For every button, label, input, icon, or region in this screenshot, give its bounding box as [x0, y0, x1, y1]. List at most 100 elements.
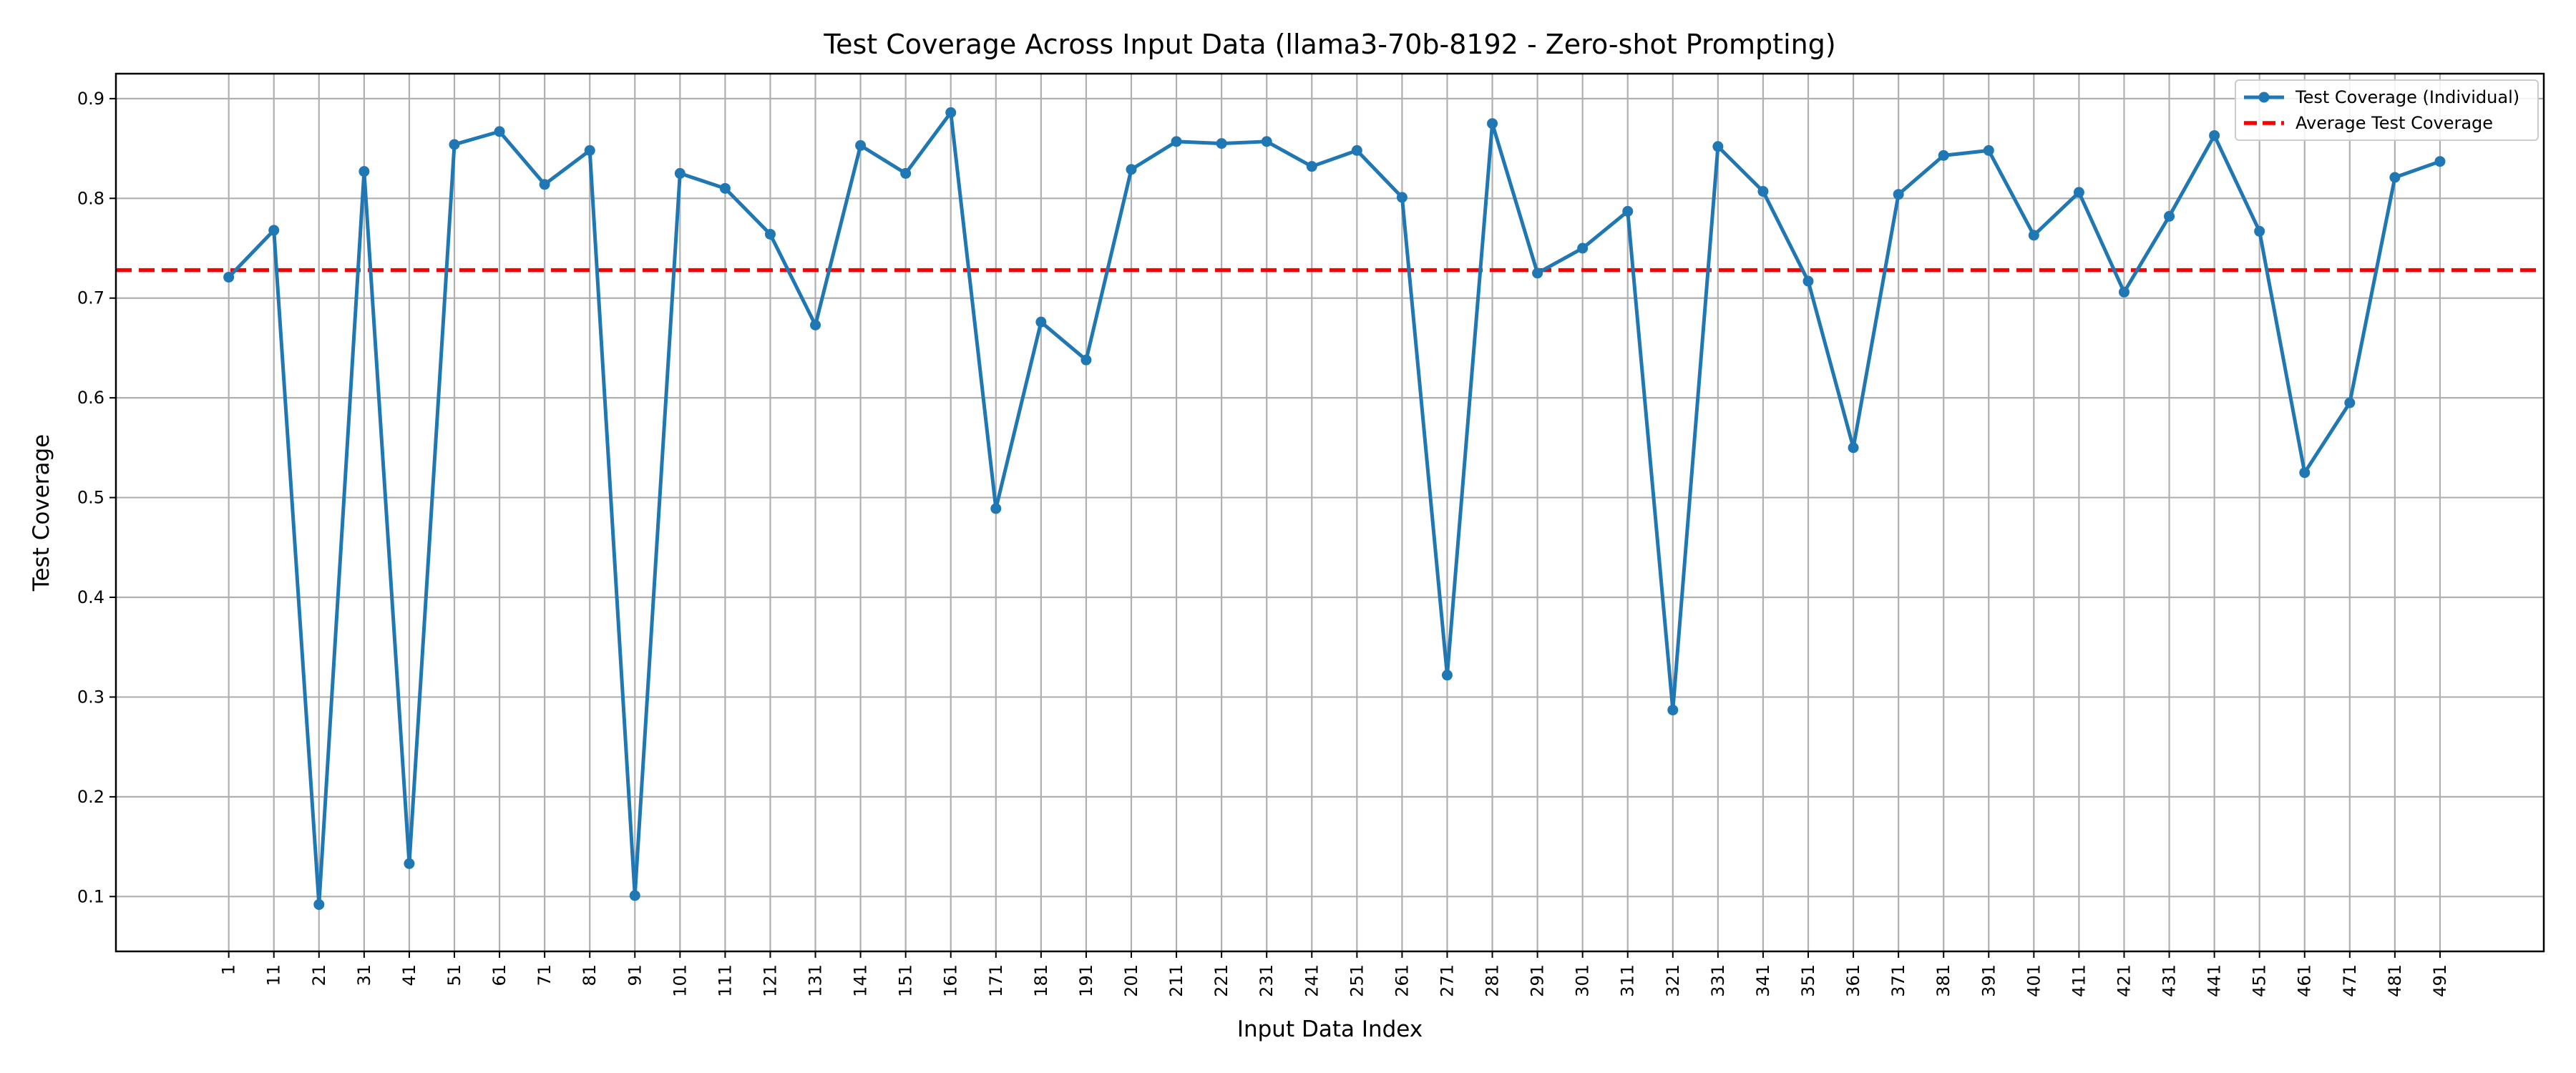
x-tick-label: 401: [2024, 964, 2044, 997]
x-tick-label: 291: [1528, 964, 1548, 997]
y-tick-label: 0.3: [77, 687, 104, 707]
x-tick-label: 171: [986, 964, 1006, 997]
test-coverage-point: [1126, 164, 1137, 175]
x-tick-label: 1: [219, 964, 239, 975]
test-coverage-point: [1487, 118, 1498, 129]
x-tick-label: 111: [715, 964, 735, 997]
test-coverage-point: [1712, 141, 1724, 152]
x-tick-label: 31: [354, 964, 374, 986]
test-coverage-point: [2389, 172, 2401, 183]
test-coverage-point: [2254, 225, 2265, 237]
test-coverage-point: [1351, 144, 1362, 156]
test-coverage-point: [810, 319, 821, 330]
test-coverage-point: [1080, 354, 1092, 366]
x-tick-label: 261: [1392, 964, 1412, 997]
legend-marker-individual: [2258, 92, 2270, 103]
x-tick-label: 81: [580, 964, 600, 986]
test-coverage-point: [990, 503, 1002, 514]
x-tick-label: 61: [489, 964, 509, 986]
test-coverage-point: [1216, 138, 1227, 150]
test-coverage-point: [2434, 156, 2446, 167]
test-coverage-point: [1848, 442, 1859, 454]
test-coverage-point: [629, 890, 640, 901]
x-tick-label: 41: [399, 964, 419, 986]
legend-label-average: Average Test Coverage: [2296, 113, 2493, 133]
test-coverage-point: [584, 144, 595, 156]
y-tick-label: 0.1: [77, 886, 104, 906]
test-coverage-point: [1802, 275, 1814, 287]
test-coverage-point: [2073, 187, 2084, 198]
x-tick-label: 91: [625, 964, 645, 986]
test-coverage-point: [539, 179, 550, 190]
test-coverage-point: [1532, 268, 1543, 279]
test-coverage-point: [494, 126, 505, 137]
x-tick-label: 251: [1347, 964, 1367, 997]
x-tick-label: 481: [2385, 964, 2405, 997]
x-axis-label: Input Data Index: [1237, 1016, 1423, 1042]
test-coverage-point: [1893, 189, 1904, 200]
x-tick-label: 491: [2430, 964, 2450, 997]
test-coverage-series-line: [227, 110, 2441, 906]
test-coverage-point: [900, 167, 912, 179]
x-tick-label: 191: [1076, 964, 1096, 997]
chart-title: Test Coverage Across Input Data (llama3-…: [823, 29, 1835, 60]
y-tick-label: 0.9: [77, 89, 104, 109]
x-tick-label: 411: [2069, 964, 2089, 997]
test-coverage-point: [1396, 192, 1407, 203]
test-coverage-point: [1577, 242, 1589, 254]
x-tick-label: 441: [2205, 964, 2225, 997]
test-coverage-point: [449, 139, 460, 150]
x-tick-label: 391: [1979, 964, 1999, 997]
x-tick-label: 371: [1888, 964, 1908, 997]
y-tick-label: 0.2: [77, 787, 104, 807]
y-tick-label: 0.4: [77, 587, 104, 607]
x-tick-label: 301: [1573, 964, 1593, 997]
test-coverage-point: [1261, 136, 1272, 147]
test-coverage-point: [268, 225, 280, 236]
x-tick-label: 231: [1257, 964, 1277, 997]
test-coverage-point: [2209, 129, 2220, 141]
x-tick-label: 11: [264, 964, 284, 986]
x-tick-label: 101: [670, 964, 690, 997]
x-tick-label: 351: [1798, 964, 1818, 997]
x-tick-label: 381: [1933, 964, 1953, 997]
x-tick-label: 271: [1437, 964, 1457, 997]
test-coverage-point: [358, 166, 370, 177]
test-coverage-point: [945, 107, 957, 118]
x-tick-label: 71: [535, 964, 555, 986]
legend-label-individual: Test Coverage (Individual): [2295, 87, 2519, 107]
test-coverage-point: [719, 182, 731, 194]
test-coverage-point: [2028, 230, 2039, 241]
test-coverage-point: [2299, 467, 2311, 479]
test-coverage-point: [1757, 186, 1769, 197]
test-coverage-point: [2164, 210, 2175, 222]
x-tick-label: 121: [760, 964, 780, 997]
grid: [116, 74, 2544, 951]
legend: Test Coverage (Individual) Average Test C…: [2235, 79, 2539, 141]
x-tick-label: 21: [309, 964, 329, 986]
y-tick-label: 0.6: [77, 388, 104, 408]
test-coverage-point: [223, 271, 235, 283]
test-coverage-point: [1441, 670, 1453, 681]
test-coverage-point: [764, 228, 776, 240]
test-coverage-point: [1667, 705, 1679, 716]
x-tick-label: 161: [941, 964, 961, 997]
x-tick-label: 361: [1843, 964, 1863, 997]
x-tick-label: 421: [2114, 964, 2134, 997]
x-tick-label: 341: [1753, 964, 1773, 997]
test-coverage-point: [1306, 161, 1317, 172]
test-coverage-point: [855, 139, 867, 151]
x-tick-label: 241: [1302, 964, 1322, 997]
x-tick-label: 151: [896, 964, 916, 997]
x-tick-label: 141: [851, 964, 871, 997]
test-coverage-point: [1622, 205, 1634, 217]
series-layer: [223, 107, 2446, 910]
y-tick-label: 0.8: [77, 188, 104, 208]
y-axis-label: Test Coverage: [29, 434, 54, 592]
test-coverage-point: [2344, 397, 2356, 408]
test-coverage-point: [404, 858, 415, 869]
test-coverage-point: [1938, 150, 1949, 161]
x-tick-label: 331: [1708, 964, 1728, 997]
